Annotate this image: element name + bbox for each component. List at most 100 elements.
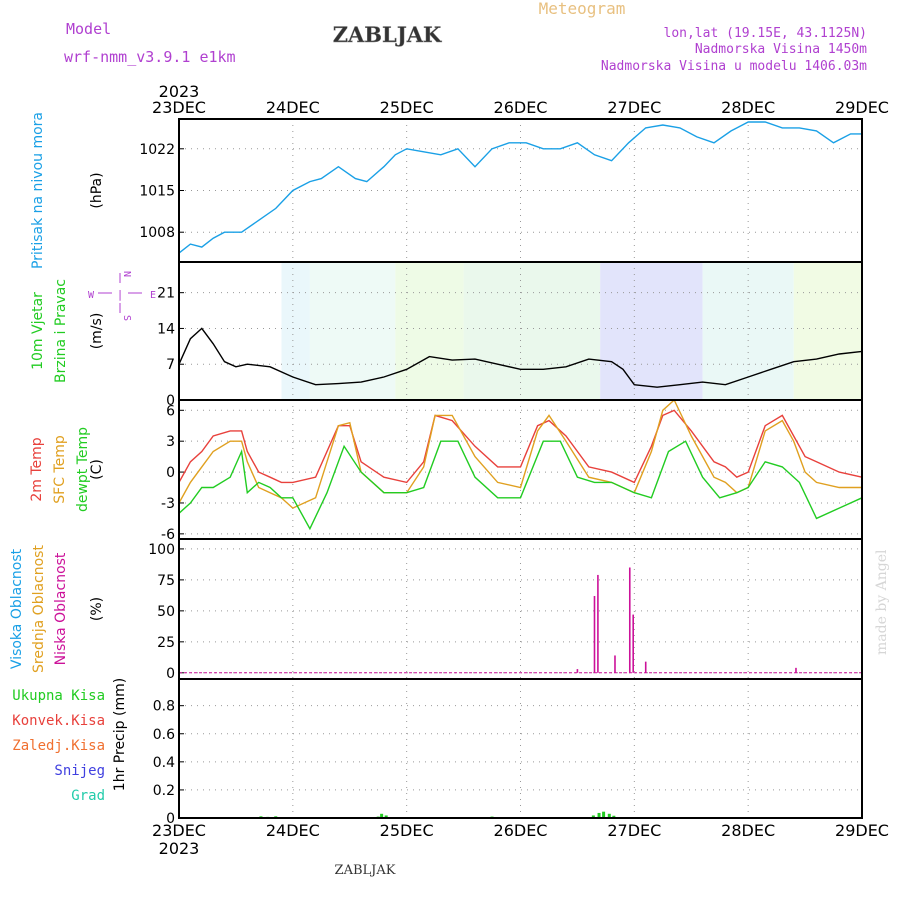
x-tick-label: 24DEC — [266, 821, 320, 840]
x-tick-label: 28DEC — [721, 821, 775, 840]
precip-unit-label: 1hr Precip (mm) — [112, 678, 128, 791]
temperature-ylabel: 2m Temp — [29, 437, 45, 501]
panels-layer: 1008 1015 1022 Pritisak na nivou mora (hPa) 2… — [9, 82, 889, 858]
cloud-bar — [614, 655, 616, 673]
y-tick-label: 0 — [166, 811, 175, 827]
y-tick-label: 3 — [166, 434, 175, 450]
wind-unit-label: (m/s) — [89, 313, 105, 350]
precip-bar — [591, 815, 595, 818]
x-year-label: 2023 — [159, 82, 200, 101]
x-tick-label: 23DEC — [152, 98, 206, 117]
compass-south: S — [121, 315, 132, 321]
precip-legend-label: Snijeg — [54, 763, 105, 779]
y-tick-label: 0.6 — [153, 727, 175, 743]
compass-east: E — [150, 290, 156, 301]
cloud-unit-label: (%) — [89, 597, 105, 621]
dewpt-series-line — [178, 440, 863, 531]
y-tick-label: 7 — [166, 357, 175, 373]
y-tick-label: 0.8 — [153, 699, 175, 715]
wind-band-bg — [179, 262, 282, 400]
cloud-panel: 0 25 50 75 100 Visoka Oblacnost Srednja Oblacn… — [9, 538, 863, 682]
temperature-unit-label: (C) — [89, 459, 105, 480]
precip-legend-label: Grad — [71, 788, 105, 804]
cloud-bar — [632, 614, 634, 673]
compass-arrows — [98, 273, 142, 313]
cloud-bar — [644, 661, 647, 673]
pressure-series-line — [178, 121, 862, 254]
y-tick-label: 25 — [157, 635, 175, 651]
y-tick-label: 0 — [166, 666, 175, 682]
temperature-panel: -6 -3 0 3 6 2m Temp SFC Temp dewpt Temp(C) — [29, 398, 863, 543]
y-tick-label: 0.4 — [153, 755, 175, 771]
precip-frame — [178, 678, 863, 819]
wind-band-bg — [600, 262, 703, 400]
cloud-frame — [178, 538, 863, 680]
cloud-bar — [597, 574, 599, 673]
precip-bar — [380, 813, 384, 818]
x-tick-label: 25DEC — [380, 98, 434, 117]
y-tick-label: 75 — [157, 573, 175, 589]
x-tick-label: 29DEC — [835, 821, 889, 840]
x-year-label: 2023 — [159, 839, 200, 858]
wind-band-bg — [309, 262, 396, 400]
cloud-ylabel: Srednja Oblacnost — [31, 545, 47, 673]
x-tick-label: 25DEC — [380, 821, 434, 840]
temperature-ylabel: dewpt Temp — [75, 427, 91, 512]
meteogram-heading: Meteogram — [539, 0, 626, 18]
cloud-bar — [628, 567, 631, 673]
x-tick-label: 28DEC — [721, 98, 775, 117]
wind-ylabel: Brzina i Pravac — [53, 279, 69, 383]
y-tick-label: 50 — [157, 604, 175, 620]
temperature-ylabel: SFC Temp — [52, 435, 68, 504]
wind-band-bg — [395, 262, 464, 400]
x-tick-label: 27DEC — [607, 821, 661, 840]
y-tick-label: 1022 — [139, 142, 175, 158]
wind-ylabel: 10m Vjetar — [30, 292, 46, 370]
x-tick-label: 24DEC — [266, 98, 320, 117]
footer-title: ZABLJAK — [335, 863, 396, 878]
wind-band-bg — [793, 262, 862, 400]
elevation-text: Nadmorska Visina 1450m — [695, 42, 867, 57]
wind_speed-series-line — [178, 327, 863, 388]
wind-band-bg — [281, 262, 310, 400]
y-tick-label: 0 — [166, 393, 175, 409]
watermark: made by Angel — [874, 549, 890, 655]
precip-panel: 0 0.2 0.4 0.6 0.8 Ukupna Kisa Konvek.Kisa Zaled… — [12, 678, 889, 858]
precip-bar — [597, 812, 601, 818]
precip-legend-label: Zaledj.Kisa — [12, 738, 105, 754]
compass-west: W — [88, 290, 95, 301]
cloud-bar — [593, 595, 596, 673]
pressure-ylabel: Pritisak na nivou mora — [30, 112, 46, 269]
precip-bar — [612, 815, 616, 818]
precip-bar — [384, 815, 388, 818]
station-title: ZABLJAK — [333, 22, 442, 47]
precip-legend-label: Ukupna Kisa — [12, 688, 105, 704]
temp2m-series-line — [178, 409, 863, 484]
wind-band-bg — [702, 262, 794, 400]
x-tick-label: 29DEC — [835, 98, 889, 117]
y-tick-label: 0 — [166, 465, 175, 481]
lonlat-text: lon,lat (19.15E, 43.1125N) — [664, 26, 868, 41]
cloud-bar — [576, 669, 579, 673]
y-tick-label: 0.2 — [153, 783, 175, 799]
pressure-unit-label: (hPa) — [89, 172, 105, 208]
precip-bar — [607, 813, 611, 818]
wind-panel: 0 7 14 21 10m Vjetar Brzina i Pravac (m/s) | W E N… — [30, 261, 863, 409]
y-tick-label: -3 — [161, 496, 175, 512]
precip-legend-label: Konvek.Kisa — [12, 713, 105, 729]
cloud-ylabel: Niska Oblacnost — [53, 552, 69, 665]
model-name: wrf-nmm_v3.9.1 e1km — [64, 48, 236, 66]
y-tick-label: 21 — [157, 286, 175, 302]
pressure-panel: 1008 1015 1022 Pritisak na nivou mora (hPa) 2… — [30, 82, 889, 269]
cloud-bar — [795, 667, 797, 673]
x-tick-label: 26DEC — [494, 821, 548, 840]
cloud-ylabel: Visoka Oblacnost — [9, 548, 25, 669]
x-tick-label: 23DEC — [152, 821, 206, 840]
model-elevation-text: Nadmorska Visina u modelu 1406.03m — [601, 59, 867, 74]
y-tick-label: -6 — [161, 527, 175, 543]
wind-band-bg — [463, 262, 601, 400]
y-tick-label: 1015 — [139, 184, 175, 200]
y-tick-label: 14 — [157, 321, 175, 337]
